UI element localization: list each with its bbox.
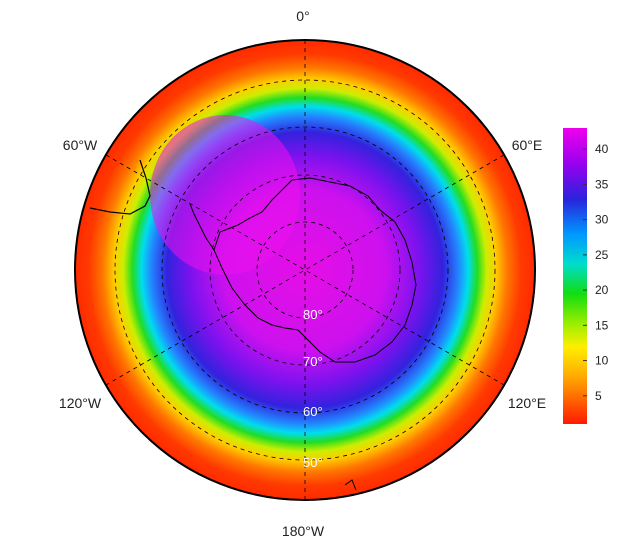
colorbar-tick-label: 15 [595, 318, 609, 332]
lon-label-60w: 60°W [63, 137, 98, 153]
lat-label-80: 80° [303, 307, 323, 322]
antarctic-peninsula [189, 203, 215, 251]
colorbar-tick-label: 5 [595, 389, 602, 403]
lat-circle-60 [161, 126, 449, 414]
lon-label-120e: 120°E [508, 395, 546, 411]
new-zealand-coast [344, 479, 357, 491]
map-boundary [74, 39, 536, 501]
colorbar-ticks: 40 35 30 25 20 15 10 5 [583, 142, 609, 403]
field-disk [75, 40, 535, 500]
magenta-lobe [150, 115, 300, 275]
lon-label-0: 0° [296, 8, 309, 24]
antarctica-coastline [213, 177, 417, 363]
colorbar: 40 35 30 25 20 15 10 5 [563, 128, 609, 424]
lat-circle-50 [114, 79, 496, 461]
lon-label-60e: 60°E [512, 137, 543, 153]
colorbar-tick-label: 25 [595, 248, 609, 262]
colorbar-tick-label: 35 [595, 177, 609, 191]
lat-label-70: 70° [303, 354, 323, 369]
lat-circle-70 [209, 174, 401, 366]
lat-circle-80 [256, 221, 354, 319]
colorbar-tick-label: 40 [595, 142, 609, 156]
lat-label-50: 50° [303, 455, 323, 470]
lat-label-60: 60° [303, 404, 323, 419]
lon-label-120w: 120°W [59, 395, 102, 411]
colorbar-tick-label: 10 [595, 354, 609, 368]
colorbar-gradient [563, 128, 587, 424]
graticule [105, 40, 505, 500]
south-america-tip [89, 159, 151, 215]
field-layer [75, 40, 535, 500]
lon-label-180w: 180°W [282, 523, 325, 539]
colorbar-tick-label: 20 [595, 283, 609, 297]
colorbar-tick-label: 30 [595, 213, 609, 227]
